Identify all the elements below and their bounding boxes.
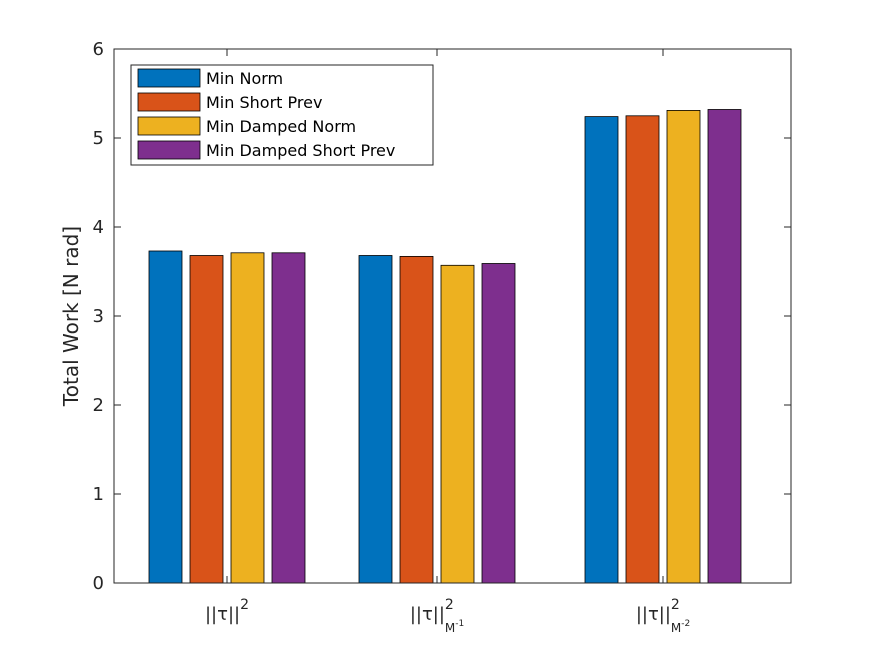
bar-min-damped-norm-cat-1 xyxy=(230,252,265,584)
bar-min-norm-cat-1 xyxy=(148,250,183,584)
bar-min-norm-cat-2 xyxy=(358,255,393,584)
y-tick-label: 4 xyxy=(93,217,104,238)
legend-swatch xyxy=(137,68,201,88)
legend-swatch xyxy=(137,116,201,136)
bar-min-damped-short-prev-cat-1 xyxy=(271,252,306,584)
bar-min-short-prev-cat-2 xyxy=(399,255,434,584)
legend: Min Norm Min Short Prev Min Damped Norm Min… xyxy=(130,64,434,166)
bars-layer xyxy=(148,109,742,584)
legend-swatch xyxy=(137,140,201,160)
bar-min-damped-short-prev-cat-3 xyxy=(707,109,742,584)
legend-label: Min Norm xyxy=(206,69,283,88)
bar-min-norm-cat-3 xyxy=(584,116,619,584)
y-tick-label: 1 xyxy=(93,484,104,505)
y-tick-label: 5 xyxy=(93,128,104,149)
legend-swatch xyxy=(137,92,201,112)
x-tick-label: ||τ||2 M-1 xyxy=(410,597,464,635)
bar-min-damped-short-prev-cat-2 xyxy=(481,263,516,584)
bar-min-short-prev-cat-3 xyxy=(625,115,660,584)
x-tick-label: ||τ||2 M-2 xyxy=(636,597,690,635)
y-tick-label: 6 xyxy=(93,39,104,60)
y-tick-label: 3 xyxy=(93,306,104,327)
bar-min-short-prev-cat-1 xyxy=(189,255,224,584)
legend-label: Min Damped Short Prev xyxy=(206,141,395,160)
bar-min-damped-norm-cat-3 xyxy=(666,110,701,584)
legend-label: Min Short Prev xyxy=(206,93,322,112)
axes-layer: 0 1 2 3 4 5 6 ||τ||2 ||τ||2 M-1 ||τ||2 M-2 xyxy=(93,39,792,635)
bar-min-damped-norm-cat-2 xyxy=(440,264,475,584)
legend-label: Min Damped Norm xyxy=(206,117,356,136)
y-tick-label: 2 xyxy=(93,395,104,416)
y-axis-label: Total Work [N rad] xyxy=(59,226,83,407)
y-tick-label: 0 xyxy=(93,573,104,594)
x-tick-label: ||τ||2 xyxy=(205,597,249,625)
